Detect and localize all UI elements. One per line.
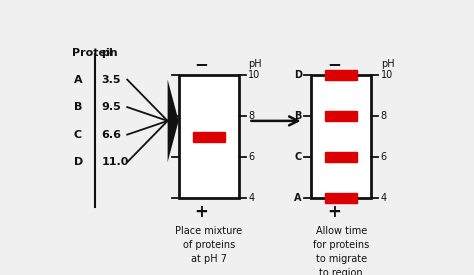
- Text: D: D: [294, 70, 301, 80]
- Text: −: −: [327, 55, 341, 73]
- Text: A: A: [294, 193, 301, 203]
- Text: 9.5: 9.5: [101, 102, 121, 112]
- Text: 6.6: 6.6: [101, 130, 121, 140]
- Text: pI: pI: [101, 48, 113, 58]
- Bar: [326, 152, 357, 162]
- Bar: [311, 75, 372, 198]
- Bar: [326, 70, 357, 80]
- Text: 10: 10: [248, 70, 261, 80]
- Bar: [193, 132, 225, 142]
- Polygon shape: [168, 79, 179, 162]
- Bar: [179, 75, 239, 198]
- Text: 3.5: 3.5: [101, 75, 121, 85]
- Text: B: B: [294, 111, 301, 121]
- Text: 6: 6: [381, 152, 387, 162]
- Text: +: +: [195, 203, 209, 221]
- Text: Allow time
for proteins
to migrate
to region
of pI: Allow time for proteins to migrate to re…: [313, 226, 369, 275]
- Text: 4: 4: [381, 193, 387, 203]
- Text: 6: 6: [248, 152, 255, 162]
- Text: C: C: [74, 130, 82, 140]
- Text: Protein: Protein: [72, 48, 118, 58]
- Text: pH: pH: [381, 59, 394, 69]
- Text: 11.0: 11.0: [101, 157, 129, 167]
- Text: Place mixture
of proteins
at pH 7: Place mixture of proteins at pH 7: [175, 226, 243, 264]
- Text: B: B: [74, 102, 82, 112]
- Text: 4: 4: [248, 193, 255, 203]
- Bar: [326, 111, 357, 121]
- Text: pH: pH: [248, 59, 262, 69]
- Text: D: D: [74, 157, 83, 167]
- Text: −: −: [195, 55, 209, 73]
- Text: 8: 8: [248, 111, 255, 121]
- Text: +: +: [327, 203, 341, 221]
- Text: 10: 10: [381, 70, 393, 80]
- Text: 8: 8: [381, 111, 387, 121]
- Text: C: C: [294, 152, 301, 162]
- Text: A: A: [74, 75, 82, 85]
- Bar: [326, 193, 357, 203]
